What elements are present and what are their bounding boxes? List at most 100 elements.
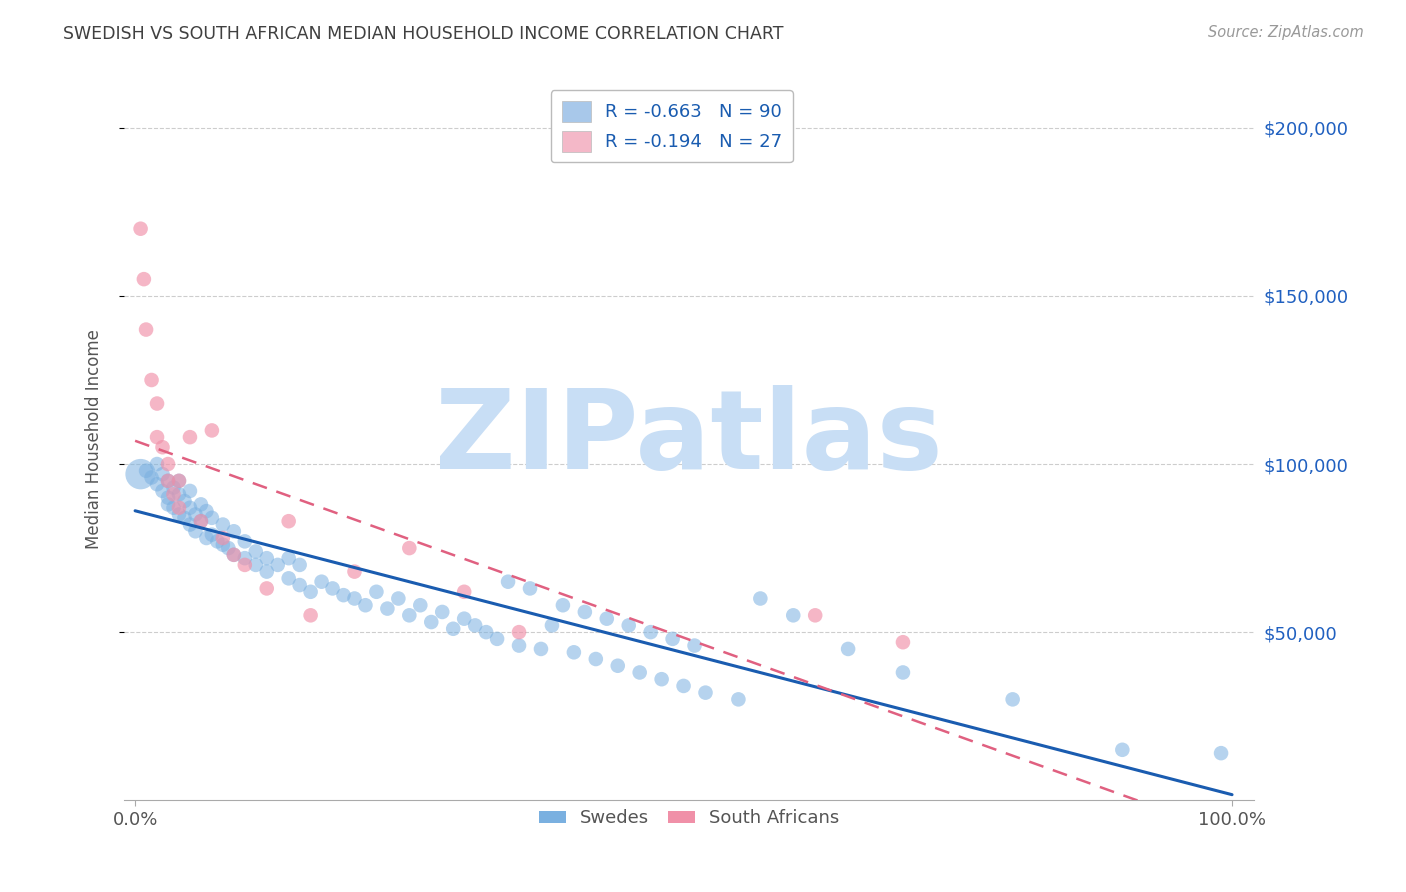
- Point: [277, 514, 299, 528]
- Point: [146, 396, 169, 410]
- Point: [377, 601, 399, 615]
- Point: [146, 430, 169, 444]
- Point: [508, 625, 530, 640]
- Point: [167, 474, 190, 488]
- Point: [519, 582, 541, 596]
- Point: [441, 622, 464, 636]
- Point: [217, 541, 239, 555]
- Point: [343, 565, 366, 579]
- Point: [167, 474, 190, 488]
- Point: [256, 551, 278, 566]
- Point: [135, 464, 157, 478]
- Point: [530, 642, 553, 657]
- Point: [837, 642, 859, 657]
- Point: [661, 632, 683, 646]
- Point: [277, 551, 299, 566]
- Point: [156, 474, 179, 488]
- Point: [129, 221, 152, 235]
- Point: [651, 672, 673, 686]
- Point: [212, 538, 235, 552]
- Point: [173, 511, 195, 525]
- Point: [201, 527, 224, 541]
- Point: [173, 494, 195, 508]
- Point: [508, 639, 530, 653]
- Point: [190, 514, 212, 528]
- Point: [695, 686, 717, 700]
- Point: [129, 467, 152, 482]
- Point: [135, 322, 157, 336]
- Point: [683, 639, 706, 653]
- Point: [222, 524, 245, 539]
- Text: Source: ZipAtlas.com: Source: ZipAtlas.com: [1208, 25, 1364, 40]
- Point: [672, 679, 695, 693]
- Point: [475, 625, 498, 640]
- Point: [222, 548, 245, 562]
- Point: [179, 483, 201, 498]
- Point: [311, 574, 333, 589]
- Point: [640, 625, 662, 640]
- Text: SWEDISH VS SOUTH AFRICAN MEDIAN HOUSEHOLD INCOME CORRELATION CHART: SWEDISH VS SOUTH AFRICAN MEDIAN HOUSEHOL…: [63, 25, 783, 43]
- Point: [156, 457, 179, 471]
- Point: [366, 584, 388, 599]
- Point: [190, 497, 212, 511]
- Point: [782, 608, 804, 623]
- Point: [195, 504, 218, 518]
- Point: [162, 481, 184, 495]
- Point: [551, 599, 574, 613]
- Point: [152, 467, 174, 482]
- Point: [891, 635, 914, 649]
- Point: [332, 588, 354, 602]
- Point: [288, 558, 311, 572]
- Point: [212, 517, 235, 532]
- Point: [146, 457, 169, 471]
- Point: [233, 551, 256, 566]
- Point: [167, 500, 190, 515]
- Point: [156, 474, 179, 488]
- Point: [541, 618, 564, 632]
- Point: [179, 517, 201, 532]
- Point: [179, 500, 201, 515]
- Point: [195, 531, 218, 545]
- Point: [156, 491, 179, 505]
- Point: [453, 584, 475, 599]
- Point: [179, 430, 201, 444]
- Point: [167, 487, 190, 501]
- Point: [398, 541, 420, 555]
- Point: [156, 497, 179, 511]
- Point: [574, 605, 596, 619]
- Point: [288, 578, 311, 592]
- Point: [1001, 692, 1024, 706]
- Point: [299, 608, 322, 623]
- Point: [486, 632, 509, 646]
- Point: [496, 574, 519, 589]
- Point: [804, 608, 827, 623]
- Point: [453, 612, 475, 626]
- Point: [398, 608, 420, 623]
- Point: [201, 424, 224, 438]
- Point: [617, 618, 640, 632]
- Text: ZIPatlas: ZIPatlas: [436, 385, 943, 492]
- Point: [152, 440, 174, 454]
- Point: [409, 599, 432, 613]
- Point: [132, 272, 155, 286]
- Point: [322, 582, 344, 596]
- Point: [354, 599, 377, 613]
- Point: [201, 511, 224, 525]
- Point: [464, 618, 486, 632]
- Point: [184, 524, 207, 539]
- Point: [267, 558, 290, 572]
- Point: [585, 652, 607, 666]
- Point: [387, 591, 409, 606]
- Point: [628, 665, 651, 680]
- Point: [207, 534, 229, 549]
- Point: [152, 483, 174, 498]
- Point: [596, 612, 619, 626]
- Point: [606, 658, 628, 673]
- Point: [277, 571, 299, 585]
- Point: [162, 487, 184, 501]
- Point: [233, 534, 256, 549]
- Point: [162, 500, 184, 515]
- Point: [190, 514, 212, 528]
- Point: [222, 548, 245, 562]
- Point: [184, 508, 207, 522]
